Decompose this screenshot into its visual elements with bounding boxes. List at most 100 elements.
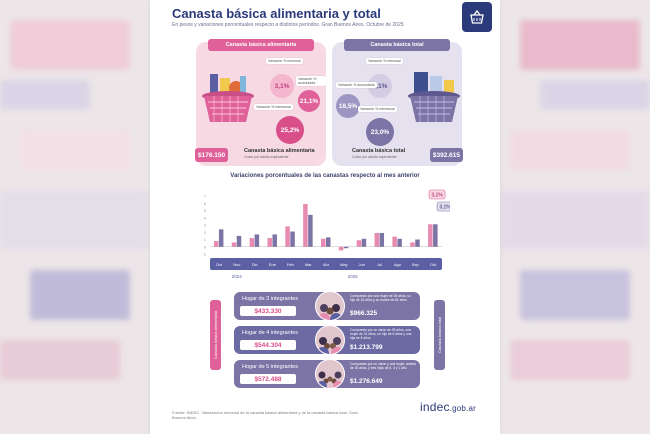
page-subtitle: En pesos y variaciones porcentuales resp… — [172, 22, 404, 28]
household-name: Hogar de 5 integrantes — [242, 364, 298, 370]
cba-ytd-bubble: 21,1% — [298, 90, 320, 112]
callout-cbt-box — [436, 201, 450, 212]
brand-domain: .gob.ar — [449, 404, 476, 413]
category-label: Nov — [233, 262, 240, 267]
bar-cba-1 — [231, 242, 237, 247]
y-tick-label: 4 — [204, 215, 207, 220]
cba-value-title: Canasta básica alimentaria — [244, 148, 315, 154]
category-label: Oct — [430, 262, 437, 267]
y-tick-label: 5 — [204, 208, 207, 213]
y-tick-label: 7 — [204, 194, 207, 199]
cbt-value-label: Canasta básica total Costo por adulto eq… — [352, 148, 405, 160]
household-5: Hogar de 5 integrantes $572.488 Compuest… — [234, 359, 420, 389]
y-tick-label: 3 — [204, 223, 207, 228]
bar-cbt-3 — [272, 234, 277, 247]
bar-cbt-11 — [415, 239, 420, 247]
household-3: Hogar de 3 integrantes $433.330 Compuest… — [234, 291, 420, 321]
bar-cba-11 — [410, 242, 415, 247]
household-description: Compuesto por una mujer de 35 años, su h… — [350, 294, 411, 303]
household-description: Compuesto por un varón y una mujer, ambo… — [350, 362, 416, 371]
bar-cbt-7 — [343, 246, 349, 249]
bar-cba-12 — [428, 224, 433, 247]
cbt-value-title: Canasta básica total — [352, 148, 406, 154]
cba-yoy-tag: Variación % interanual — [254, 104, 293, 110]
category-label: Ago — [394, 262, 402, 267]
y-tick-label: 0 — [204, 244, 207, 249]
bar-cbt-12 — [433, 224, 438, 247]
bar-cba-7 — [338, 246, 344, 251]
family-4-icon — [315, 325, 345, 355]
monthly-variation-chart: 7 6 5 4 3 2 1 0 -1 Oct Nov Dic Ene Feb Mar Abr May Jun Jul… — [202, 189, 450, 279]
cba-panel: Canasta básica alimentaria Variación % m… — [195, 39, 326, 166]
callout-cbt-label: 3,1% — [439, 205, 450, 211]
family-3-icon — [315, 291, 345, 321]
household-name: Hogar de 3 integrantes — [242, 296, 298, 302]
bar-cba-2 — [249, 238, 255, 247]
category-label: May — [340, 262, 348, 267]
cbt-panel: Canasta básica total Variación % mensual… — [332, 39, 463, 166]
bar-cbt-0 — [218, 229, 224, 247]
household-description: Compuesto por un varón de 35 años, una m… — [350, 328, 412, 341]
food-basket-icon — [200, 68, 256, 128]
bar-cbt-4 — [290, 231, 295, 247]
goods-basket-icon — [406, 68, 462, 128]
cba-yoy-bubble: 25,2% — [276, 116, 304, 144]
cbt-ytd-tag: Variación % acumulada — [336, 82, 377, 88]
cba-monthly-bubble: 3,1% — [270, 74, 294, 98]
category-label: Jul — [377, 262, 382, 267]
bar-cba-10 — [392, 236, 397, 247]
infographic-card: Canasta básica alimentaria y total En pe… — [150, 0, 500, 434]
household-cba-value: $433.330 — [240, 306, 296, 316]
bar-cba-4 — [285, 226, 290, 247]
family-5-icon — [315, 359, 345, 389]
bar-cba-8 — [356, 240, 362, 247]
y-tick-label: 2 — [204, 230, 207, 235]
cba-value-label: Canasta básica alimentaria Costo por adu… — [244, 148, 315, 160]
background-right — [500, 0, 650, 434]
bar-cbt-1 — [236, 235, 242, 247]
cba-panel-heading: Canasta básica alimentaria — [208, 39, 314, 51]
basket-icon — [462, 2, 492, 32]
year-label: 2024 — [232, 274, 243, 279]
household-cbt-value: $966.325 — [350, 310, 378, 317]
chart-title: Variaciones porcentuales de las canastas… — [230, 173, 420, 179]
cbt-monthly-tag: Variación % mensual — [366, 58, 403, 64]
cbt-yoy-tag: Variación % interanual — [358, 106, 397, 112]
bar-cba-5 — [303, 203, 308, 247]
bar-cba-0 — [213, 240, 219, 247]
category-axis-band — [210, 258, 442, 270]
y-tick-label: 6 — [204, 201, 207, 206]
bar-cba-3 — [267, 238, 272, 247]
bar-cbt-9 — [379, 232, 385, 247]
cbt-value-note: Costo por adulto equivalente — [352, 155, 397, 159]
year-label: 2025 — [348, 274, 359, 279]
cbt-ytd-bubble: 18,5% — [336, 94, 360, 118]
callout-cba-box — [428, 189, 446, 200]
bar-cbt-5 — [308, 214, 313, 247]
bar-cbt-2 — [254, 234, 260, 247]
category-label: Abr — [323, 262, 330, 267]
footer-source: Fuente: INDEC. Valorización mensual de l… — [172, 410, 358, 420]
brand-name: indec — [420, 400, 450, 414]
bar-cba-6 — [321, 238, 326, 247]
bar-cba-9 — [374, 232, 380, 247]
household-cbt-value: $1.213.799 — [350, 344, 383, 351]
category-label: Mar — [305, 262, 313, 267]
cba-value-note: Costo por adulto equivalente — [244, 155, 289, 159]
household-cbt-value: $1.276.649 — [350, 378, 383, 385]
side-label-cba: Canasta básica alimentaria — [210, 300, 221, 370]
background-left — [0, 0, 150, 434]
cba-value: $176.150 — [195, 148, 229, 162]
category-label: Feb — [287, 262, 295, 267]
cbt-value: $392.615 — [429, 148, 463, 162]
category-label: Dic — [252, 262, 258, 267]
y-tick-label: 1 — [204, 237, 207, 242]
cbt-panel-heading: Canasta básica total — [344, 39, 450, 51]
indec-logo[interactable]: indec.gob.ar — [420, 400, 476, 414]
y-tick-label: -1 — [202, 252, 206, 257]
category-label: Jun — [358, 262, 364, 267]
bar-cbt-6 — [326, 237, 331, 247]
category-label: Sep — [412, 262, 420, 267]
side-label-cbt: Canasta básica total — [434, 300, 445, 370]
household-cba-value: $544.304 — [240, 340, 296, 350]
